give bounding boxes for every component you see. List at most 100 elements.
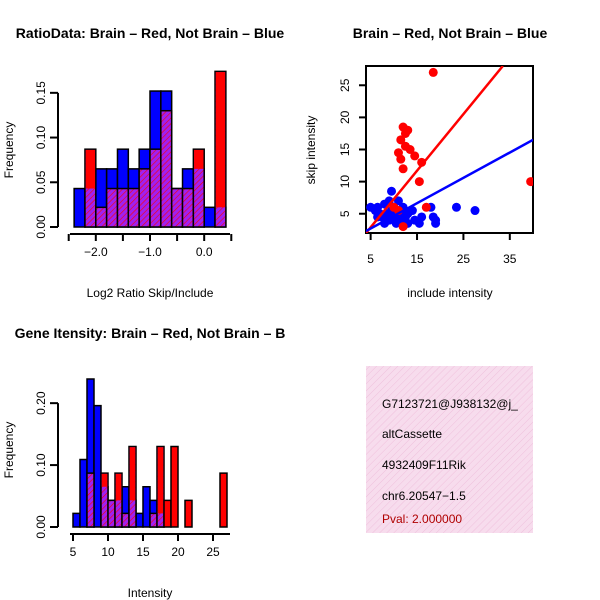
ratio-y-axis: 0.00 0.05 0.10 0.15 [34, 81, 59, 239]
red-bar [107, 499, 116, 528]
red-point [389, 202, 399, 212]
red-point [417, 157, 427, 167]
red-bar [170, 187, 184, 228]
red-point [414, 177, 424, 187]
x-tick-label: 25 [206, 545, 220, 559]
red-bar [95, 206, 108, 228]
scatter-panel: Brain – Red, Not Brain – Blue 510152025 … [304, 25, 547, 300]
info-panel: G7123721@J938132@j_ altCassette 4932409F… [366, 366, 533, 533]
x-tick-label: 15 [136, 545, 150, 559]
ratio-red-bars [84, 70, 227, 228]
x-tick-label: 25 [457, 252, 471, 266]
ratio-histogram-title: RatioData: Brain – Red, Not Brain – Blue [16, 25, 285, 41]
red-point [398, 164, 408, 174]
intensity-y-label: Frequency [2, 422, 16, 479]
red-bar-top [129, 447, 136, 501]
info-box [366, 366, 533, 533]
blue-bar [142, 486, 151, 528]
y-tick-label: 0.05 [34, 170, 48, 194]
blue-bar [72, 512, 81, 528]
red-point [526, 177, 533, 187]
x-tick-label: −2.0 [84, 245, 108, 259]
red-bar [170, 445, 179, 528]
ratio-histogram-panel: RatioData: Brain – Red, Not Brain – Blue… [2, 25, 284, 300]
red-bar [149, 512, 158, 528]
red-bar [138, 168, 151, 228]
x-tick-label: 15 [410, 252, 424, 266]
ratio-y-label: Frequency [2, 122, 16, 179]
red-bar-top [194, 149, 204, 169]
red-bar-top [115, 473, 122, 501]
red-point [396, 154, 406, 164]
y-tick-label: 0.20 [34, 391, 48, 415]
intensity-x-axis: 5 10 15 20 25 [70, 533, 230, 559]
probe-id-text: G7123721@J938132@j_ [382, 397, 518, 411]
blue-bar [79, 458, 88, 528]
scatter-title: Brain – Red, Not Brain – Blue [353, 25, 548, 41]
y-tick-label: 10 [338, 175, 352, 189]
blue-point [387, 186, 397, 196]
red-point [396, 135, 406, 145]
red-bar [86, 472, 95, 528]
y-tick-label: 5 [338, 210, 352, 217]
y-tick-label: 0.15 [34, 81, 48, 105]
red-bar-top [157, 447, 164, 514]
blue-bar [203, 206, 216, 228]
y-tick-label: 0.10 [34, 453, 48, 477]
y-tick-label: 0.00 [34, 215, 48, 239]
red-bar-top [85, 149, 96, 189]
scatter-marks [366, 66, 533, 233]
x-tick-label: 10 [101, 545, 115, 559]
intensity-x-label: Intensity [128, 586, 173, 600]
red-bar [219, 472, 228, 528]
x-tick-label: −1.0 [138, 245, 162, 259]
blue-point [393, 196, 403, 206]
red-point [400, 128, 410, 138]
scatter-y-label: skip intensity [304, 116, 318, 185]
red-point [428, 67, 438, 77]
blue-fit-line [366, 138, 533, 233]
location-text: chr6.20547−1.5 [382, 489, 466, 503]
red-bar-top [101, 473, 108, 487]
blue-point [451, 202, 461, 212]
y-tick-label: 0.00 [34, 515, 48, 539]
gene-name-text: 4932409F11Rik [382, 458, 467, 472]
red-bar [116, 187, 130, 228]
ratio-x-label: Log2 Ratio Skip/Include [87, 286, 214, 300]
blue-bar [93, 404, 102, 528]
x-tick-label: 20 [171, 545, 185, 559]
blue-point [417, 212, 427, 222]
blue-bar [135, 512, 144, 528]
red-bar [163, 499, 172, 528]
red-fit-line [366, 66, 504, 233]
red-point [398, 222, 408, 232]
red-point [405, 145, 415, 154]
pval-text: Pval: 2.000000 [382, 512, 462, 526]
scatter-x-label: include intensity [407, 286, 492, 300]
red-point [410, 151, 420, 161]
event-type-text: altCassette [382, 427, 442, 441]
scatter-x-axis: 5 15 25 35 [367, 233, 517, 266]
red-bar [127, 187, 140, 228]
intensity-histogram-title: Gene Itensity: Brain – Red, Not Brain – … [15, 325, 286, 341]
x-tick-label: 5 [367, 252, 374, 266]
red-bar [160, 109, 173, 228]
red-bar [192, 148, 205, 228]
red-point [421, 202, 431, 212]
intensity-histogram-panel: Gene Itensity: Brain – Red, Not Brain – … [2, 325, 285, 600]
y-tick-label: 0.10 [34, 126, 48, 150]
scatter-content [366, 66, 533, 233]
scatter-y-axis: 5 10 15 20 25 [338, 78, 366, 217]
y-tick-label: 20 [338, 110, 352, 124]
blue-point [431, 215, 441, 225]
intensity-red-bars [86, 445, 228, 528]
x-tick-label: 35 [503, 252, 517, 266]
intensity-y-axis: 0.00 0.10 0.20 [34, 391, 59, 539]
ratio-x-axis: −2.0 −1.0 0.0 [67, 233, 233, 259]
blue-bar [73, 187, 86, 228]
red-bar [105, 187, 119, 228]
red-bar [149, 148, 162, 228]
red-bar [184, 499, 193, 528]
red-bar [181, 187, 195, 228]
